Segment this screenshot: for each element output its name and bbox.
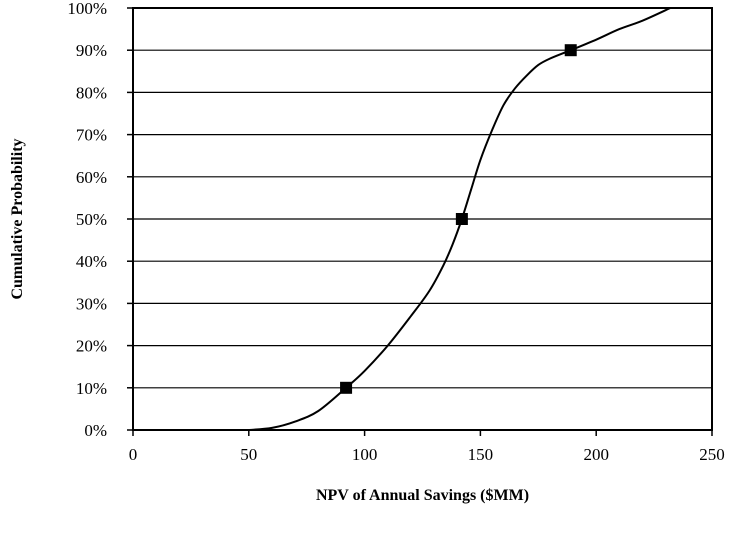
gridlines (133, 49, 712, 389)
y-tick-label: 30% (76, 294, 107, 313)
x-axis-title: NPV of Annual Savings ($MM) (316, 487, 529, 504)
x-tick-label: 150 (468, 445, 494, 464)
y-tick-label: 80% (76, 83, 107, 102)
y-tick-label: 60% (76, 168, 107, 187)
data-point-marker (564, 44, 577, 57)
axis-ticks (127, 7, 713, 436)
x-tick-label: 250 (699, 445, 725, 464)
x-tick-label: 0 (129, 445, 138, 464)
x-tick-label: 100 (352, 445, 378, 464)
y-tick-label: 40% (76, 252, 107, 271)
y-tick-label: 20% (76, 337, 107, 356)
y-tick-label: 10% (76, 379, 107, 398)
y-axis-tick-labels: 0% 10% 20% 30% 40% 50% 60% 70% 80% 90% 100% (67, 0, 107, 440)
data-point-marker (340, 381, 353, 394)
y-tick-label: 90% (76, 41, 107, 60)
x-tick-label: 200 (583, 445, 609, 464)
y-tick-label: 0% (84, 421, 107, 440)
y-tick-label: 70% (76, 126, 107, 145)
x-tick-label: 50 (240, 445, 257, 464)
y-tick-label: 100% (67, 0, 107, 18)
data-point-marker (455, 213, 468, 225)
series-markers (340, 44, 577, 394)
y-tick-label: 50% (76, 210, 107, 229)
x-axis-tick-labels: 0 50 100 150 200 250 (129, 445, 725, 464)
y-axis-title: Cumulative Probability (9, 138, 26, 299)
